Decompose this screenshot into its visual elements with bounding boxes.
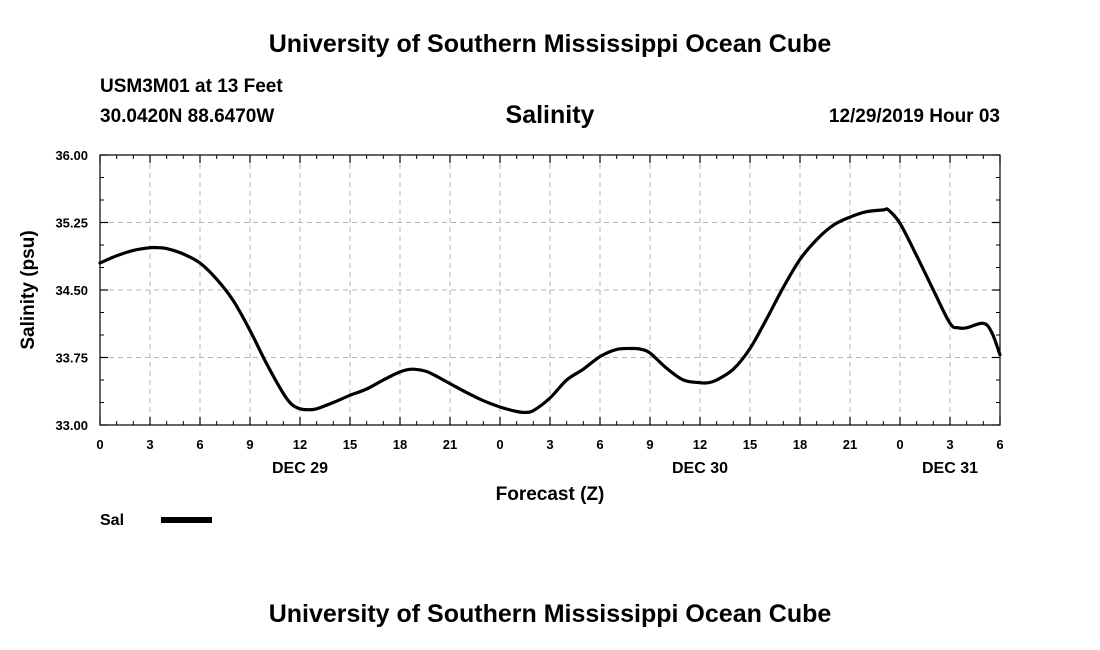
- datetime-label: 12/29/2019 Hour 03: [828, 106, 1000, 127]
- x-tick-label: 9: [646, 437, 653, 452]
- chart-title: University of Southern Mississippi Ocean…: [268, 30, 832, 58]
- x-tick-label: 6: [196, 437, 203, 452]
- x-tick-label: 15: [343, 437, 357, 452]
- x-tick-label: 3: [946, 437, 953, 452]
- x-tick-label: 6: [596, 437, 603, 452]
- x-tick-label: 0: [896, 437, 903, 452]
- y-tick-label: 36.00: [55, 148, 88, 163]
- series-line-sal: [98, 207, 1002, 415]
- x-tick-label: 21: [443, 437, 457, 452]
- x-tick-label: 9: [246, 437, 253, 452]
- variable-title: Salinity: [505, 101, 595, 129]
- footer-title: University of Southern Mississippi Ocean…: [268, 600, 832, 628]
- y-tick-label: 34.50: [55, 283, 88, 298]
- x-tick-label: 3: [546, 437, 553, 452]
- x-tick-label: 12: [693, 437, 707, 452]
- y-tick-label: 33.00: [55, 418, 88, 433]
- x-tick-label: 18: [393, 437, 407, 452]
- day-label: DEC 31: [922, 460, 978, 477]
- x-axis-label: Forecast (Z): [496, 484, 605, 505]
- x-tick-label: 12: [293, 437, 307, 452]
- day-label: DEC 30: [672, 460, 728, 477]
- x-tick-label: 15: [743, 437, 757, 452]
- x-tick-label: 18: [793, 437, 807, 452]
- x-tick-label: 3: [146, 437, 153, 452]
- x-tick-label: 0: [496, 437, 503, 452]
- x-tick-label: 6: [996, 437, 1003, 452]
- y-tick-label: 33.75: [55, 351, 88, 366]
- coordinates-label: 30.0420N 88.6470W: [100, 106, 275, 127]
- day-label: DEC 29: [272, 460, 328, 477]
- y-axis-label: Salinity (psu): [18, 230, 39, 349]
- station-label: USM3M01 at 13 Feet: [100, 76, 283, 97]
- x-tick-label: 0: [96, 437, 103, 452]
- legend-label: Sal: [100, 512, 124, 529]
- x-tick-label: 21: [843, 437, 857, 452]
- y-tick-label: 35.25: [55, 216, 88, 231]
